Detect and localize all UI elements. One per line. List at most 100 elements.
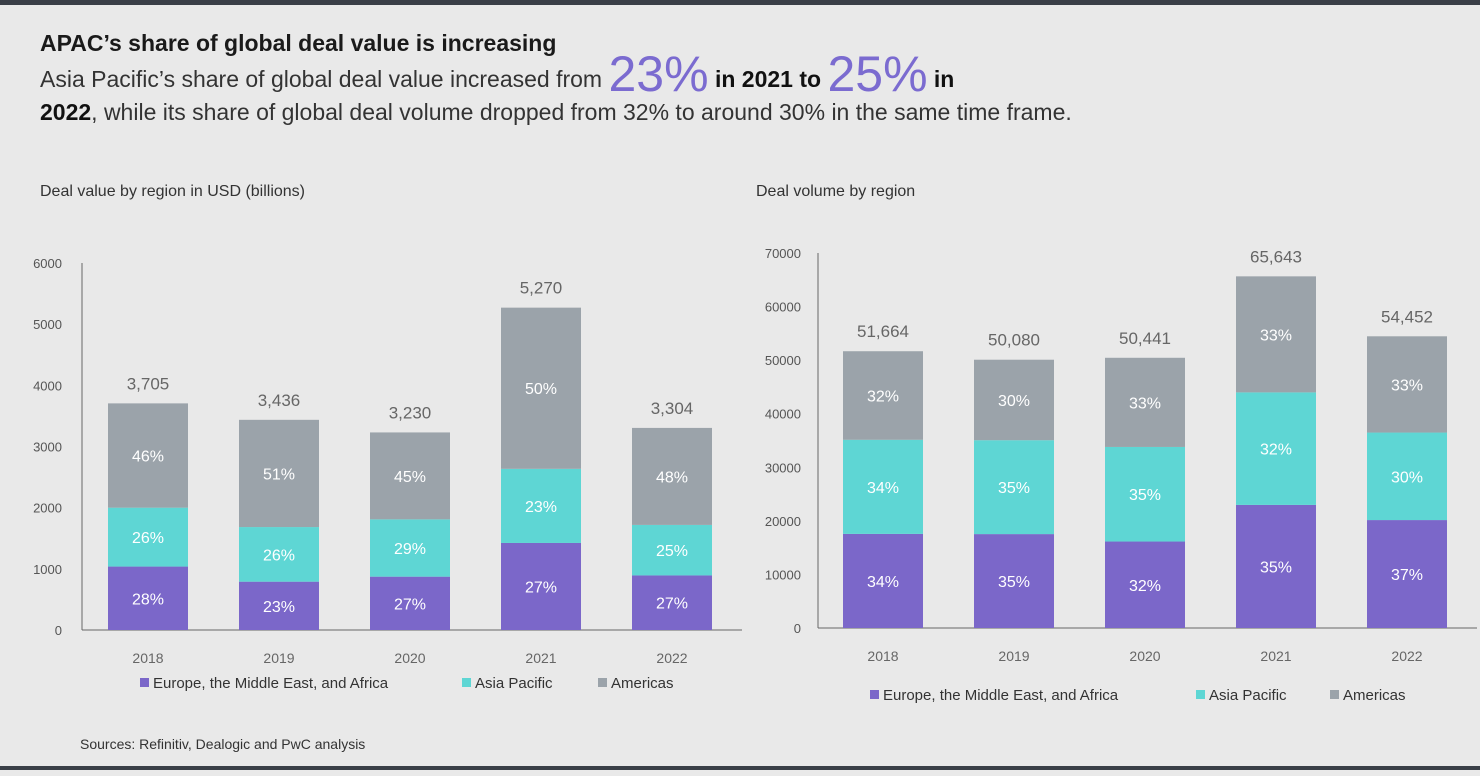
segment-label: 33% (1260, 327, 1292, 344)
y-tick-label: 2000 (33, 501, 62, 516)
apac-value-2021: 23% (608, 46, 709, 102)
segment-label: 48% (656, 469, 688, 486)
y-tick-label: 0 (55, 623, 62, 638)
y-tick-label: 30000 (765, 460, 801, 475)
bar-segment-americas-2021 (501, 307, 581, 469)
bar-segment-apac-2019 (239, 527, 319, 582)
bar-segment-americas-2018 (108, 403, 188, 508)
bar-total-label: 3,705 (127, 374, 170, 393)
summary-part-5: , while its share of global deal volume … (91, 99, 1072, 125)
bar-segment-emea-2018 (108, 566, 188, 630)
segment-label: 23% (525, 499, 557, 516)
bar-total-label: 5,270 (520, 279, 563, 298)
segment-label: 29% (394, 541, 426, 558)
bar-segment-americas-2018 (843, 351, 923, 440)
segment-label: 28% (132, 591, 164, 608)
bar-total-label: 50,441 (1119, 329, 1171, 348)
segment-label: 25% (656, 543, 688, 560)
y-tick-label: 1000 (33, 562, 62, 577)
y-tick-label: 5000 (33, 317, 62, 332)
bar-total-label: 65,643 (1250, 247, 1302, 266)
segment-label: 32% (1129, 578, 1161, 595)
bar-segment-emea-2021 (501, 542, 581, 630)
bar-segment-americas-2019 (239, 419, 319, 528)
segment-label: 37% (1391, 567, 1423, 584)
legend-label-emea: Europe, the Middle East, and Africa (883, 687, 1119, 704)
y-tick-label: 70000 (765, 246, 801, 261)
bar-segment-apac-2018 (108, 507, 188, 567)
y-tick-label: 3000 (33, 440, 62, 455)
headline: APAC’s share of global deal value is inc… (40, 30, 557, 56)
segment-label: 26% (263, 547, 295, 564)
y-tick-label: 60000 (765, 300, 801, 315)
bar-segment-americas-2022 (632, 427, 712, 525)
bar-segment-apac-2018 (843, 439, 923, 534)
y-tick-label: 10000 (765, 567, 801, 582)
segment-label: 27% (525, 579, 557, 596)
summary-part-4: 2022 (40, 99, 92, 125)
legend-label-apac: Asia Pacific (1209, 687, 1287, 704)
y-tick-label: 40000 (765, 407, 801, 422)
segment-label: 46% (132, 449, 164, 466)
legend-label-emea: Europe, the Middle East, and Africa (153, 675, 389, 692)
x-tick-label: 2018 (132, 650, 163, 666)
legend-label-americas: Americas (1343, 687, 1406, 704)
y-tick-label: 20000 (765, 514, 801, 529)
segment-label: 32% (1260, 442, 1292, 459)
bar-segment-americas-2021 (1236, 276, 1316, 393)
segment-label: 35% (1129, 487, 1161, 504)
segment-label: 50% (525, 381, 557, 398)
source-note: Sources: Refinitiv, Dealogic and PwC ana… (80, 736, 366, 752)
bar-segment-americas-2019 (974, 359, 1054, 441)
bar-total-label: 3,304 (651, 399, 694, 418)
bar-segment-emea-2020 (370, 576, 450, 630)
bar-segment-emea-2020 (1105, 541, 1185, 628)
y-tick-label: 6000 (33, 256, 62, 271)
summary-part-3: in (927, 66, 955, 92)
segment-label: 45% (394, 469, 426, 486)
segment-label: 34% (867, 574, 899, 591)
segment-label: 27% (394, 596, 426, 613)
legend-label-apac: Asia Pacific (475, 675, 553, 692)
top-border (0, 0, 1480, 5)
legend-swatch-americas (598, 678, 607, 687)
deal-value-chart-title: Deal value by region in USD (billions) (40, 183, 306, 200)
x-tick-label: 2019 (998, 648, 1029, 664)
deal-volume-chart-title: Deal volume by region (756, 183, 916, 200)
bar-segment-emea-2019 (974, 534, 1054, 628)
summary-part-2: in 2021 to (708, 66, 828, 92)
bottom-border (0, 766, 1480, 770)
x-tick-label: 2019 (263, 650, 294, 666)
bar-segment-apac-2020 (370, 519, 450, 577)
y-tick-label: 0 (794, 621, 801, 636)
bar-segment-americas-2020 (1105, 357, 1185, 447)
y-tick-label: 4000 (33, 378, 62, 393)
legend-swatch-apac (1196, 690, 1205, 699)
segment-label: 33% (1129, 395, 1161, 412)
summary-part-1: Asia Pacific’s share of global deal valu… (40, 66, 609, 92)
segment-label: 30% (1391, 469, 1423, 486)
segment-label: 23% (263, 599, 295, 616)
bar-segment-apac-2019 (974, 440, 1054, 535)
bar-segment-americas-2020 (370, 432, 450, 520)
segment-label: 32% (867, 389, 899, 406)
bar-total-label: 54,452 (1381, 307, 1433, 326)
bar-segment-emea-2021 (1236, 504, 1316, 628)
bar-segment-apac-2022 (632, 524, 712, 576)
x-tick-label: 2022 (656, 650, 687, 666)
bar-segment-apac-2021 (1236, 392, 1316, 505)
bar-segment-apac-2020 (1105, 446, 1185, 542)
bar-segment-emea-2018 (843, 533, 923, 628)
bar-segment-apac-2022 (1367, 432, 1447, 521)
segment-label: 30% (998, 393, 1030, 410)
x-tick-label: 2021 (525, 650, 556, 666)
legend-swatch-emea (870, 690, 879, 699)
legend-swatch-americas (1330, 690, 1339, 699)
x-tick-label: 2018 (867, 648, 898, 664)
x-tick-label: 2020 (394, 650, 425, 666)
segment-label: 35% (998, 480, 1030, 497)
x-tick-label: 2021 (1260, 648, 1291, 664)
segment-label: 27% (656, 596, 688, 613)
y-tick-label: 50000 (765, 353, 801, 368)
